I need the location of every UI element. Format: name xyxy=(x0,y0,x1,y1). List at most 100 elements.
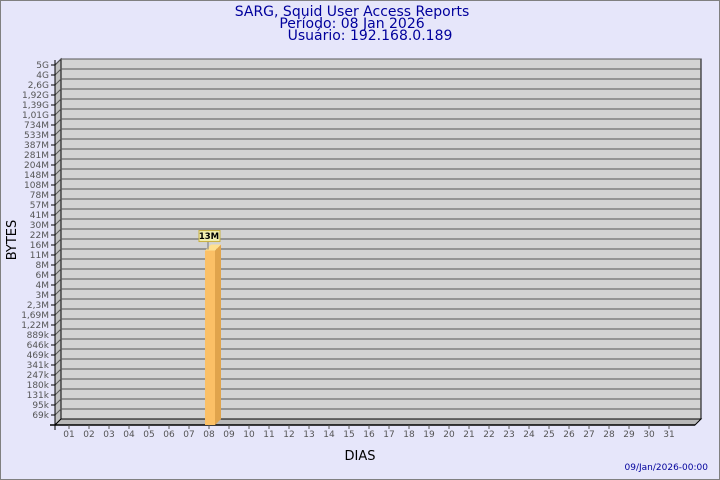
gridline-side xyxy=(54,248,62,256)
x-tick-label: 05 xyxy=(143,430,154,440)
bar-top xyxy=(205,244,221,251)
gridline-side xyxy=(54,208,62,216)
x-tick-label: 17 xyxy=(383,430,394,440)
gridline-side xyxy=(54,258,62,266)
data-label-box xyxy=(198,230,221,243)
gridline-side xyxy=(54,398,62,406)
y-tick-label: 646k xyxy=(27,341,50,351)
y-tick-label: 131k xyxy=(27,391,50,401)
gridline-side xyxy=(54,58,62,66)
x-tick-label: 23 xyxy=(503,430,514,440)
x-tick-label: 18 xyxy=(403,430,415,440)
x-tick-label: 08 xyxy=(203,430,215,440)
gridline-side xyxy=(54,268,62,276)
x-tick-label: 14 xyxy=(323,430,335,440)
gridline-side xyxy=(54,198,62,206)
y-tick-label: 108M xyxy=(24,181,49,191)
gridline-side xyxy=(54,348,62,356)
y-tick-label: 2,6G xyxy=(28,81,49,91)
y-axis-label: BYTES xyxy=(5,220,20,261)
x-tick-label: 20 xyxy=(443,430,455,440)
x-tick-label: 09 xyxy=(223,430,235,440)
y-tick-label: 8M xyxy=(36,261,50,271)
gridline-side xyxy=(54,238,62,246)
y-tick-label: 204M xyxy=(24,161,49,171)
x-tick-label: 04 xyxy=(123,430,135,440)
y-tick-label: 16M xyxy=(30,241,49,251)
y-tick-label: 341k xyxy=(27,361,50,371)
y-tick-label: 533M xyxy=(24,131,49,141)
y-tick-label: 1,22M xyxy=(21,321,49,331)
gridline-side xyxy=(54,128,62,136)
y-tick-label: 1,69M xyxy=(21,311,49,321)
x-tick-label: 19 xyxy=(423,430,435,440)
x-tick-label: 02 xyxy=(83,430,94,440)
chart-subtitle-user: Usuário: 192.168.0.189 xyxy=(288,28,453,44)
y-tick-label: 4G xyxy=(36,71,49,81)
x-tick-label: 29 xyxy=(623,430,635,440)
x-tick-label: 28 xyxy=(603,430,615,440)
x-tick-label: 10 xyxy=(243,430,255,440)
bar xyxy=(205,250,215,425)
chart-subtitle-period: Período: 08 Jan 2026 xyxy=(279,16,424,32)
y-tick-label: 4M xyxy=(36,281,50,291)
gridline-side xyxy=(54,188,62,196)
plot-floor xyxy=(53,418,703,426)
y-tick-label: 469k xyxy=(27,351,50,361)
x-tick-label: 21 xyxy=(463,430,474,440)
y-tick-label: 57M xyxy=(30,201,49,211)
x-tick-label: 30 xyxy=(643,430,655,440)
gridline-side xyxy=(54,368,62,376)
gridline-side xyxy=(54,298,62,306)
y-tick-label: 2,3M xyxy=(27,301,49,311)
x-tick-label: 07 xyxy=(183,430,194,440)
gridline-side xyxy=(54,118,62,126)
gridline-side xyxy=(54,158,62,166)
x-tick-label: 01 xyxy=(63,430,74,440)
timestamp: 09/Jan/2026-00:00 xyxy=(625,463,709,473)
x-tick-label: 15 xyxy=(343,430,354,440)
gridline-side xyxy=(54,108,62,116)
y-tick-label: 5G xyxy=(36,61,49,71)
x-tick-label: 12 xyxy=(283,430,294,440)
gridline-side xyxy=(54,78,62,86)
gridline-side xyxy=(54,388,62,396)
gridline-side xyxy=(54,338,62,346)
gridline-side xyxy=(54,68,62,76)
y-tick-label: 1,92G xyxy=(22,91,49,101)
y-tick-label: 148M xyxy=(24,171,49,181)
x-tick-label: 24 xyxy=(523,430,535,440)
x-axis-label: DIAS xyxy=(345,449,376,464)
y-tick-label: 69k xyxy=(32,411,49,421)
gridline-side xyxy=(54,408,62,416)
gridline-side xyxy=(54,98,62,106)
y-tick-label: 30M xyxy=(30,221,49,231)
chart-title: SARG, Squid User Access Reports xyxy=(235,4,470,20)
bar-side xyxy=(215,244,221,425)
gridline-side xyxy=(54,328,62,336)
x-tick-label: 31 xyxy=(663,430,674,440)
gridline-side xyxy=(54,378,62,386)
y-tick-label: 734M xyxy=(24,121,49,131)
x-tick-label: 22 xyxy=(483,430,494,440)
gridline-side xyxy=(54,178,62,186)
gridline-side xyxy=(54,148,62,156)
gridline-side xyxy=(54,138,62,146)
x-tick-label: 11 xyxy=(263,430,274,440)
y-tick-label: 95k xyxy=(32,401,49,411)
y-tick-label: 22M xyxy=(30,231,49,241)
y-tick-label: 6M xyxy=(36,271,50,281)
gridline-side xyxy=(54,288,62,296)
data-label: 13M xyxy=(199,232,219,242)
gridline-side xyxy=(54,88,62,96)
gridline-side xyxy=(54,228,62,236)
y-tick-label: 41M xyxy=(30,211,49,221)
y-tick-label: 180k xyxy=(27,381,50,391)
y-tick-label: 11M xyxy=(30,251,49,261)
x-tick-label: 16 xyxy=(363,430,375,440)
y-tick-label: 247k xyxy=(27,371,50,381)
gridline-side xyxy=(54,218,62,226)
x-tick-label: 26 xyxy=(563,430,575,440)
x-tick-label: 06 xyxy=(163,430,175,440)
